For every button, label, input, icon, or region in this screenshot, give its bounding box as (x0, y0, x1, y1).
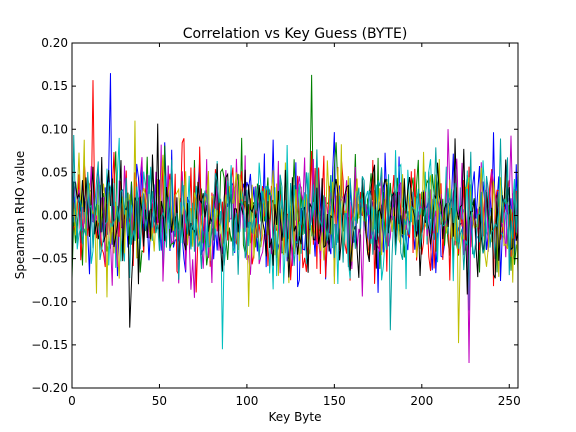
y-tick-label: −0.15 (31, 338, 68, 352)
x-tick-label: 100 (235, 394, 258, 408)
x-axis: 0 50 100 150 200 250 (68, 43, 521, 408)
y-tick-label: 0.00 (41, 209, 68, 223)
y-tick-label: 0.15 (41, 79, 68, 93)
series-line-8 (72, 135, 518, 331)
x-tick-label: 50 (152, 394, 167, 408)
y-tick-label: 0.05 (41, 165, 68, 179)
x-tick-label: 150 (323, 394, 346, 408)
x-tick-label: 0 (68, 394, 76, 408)
series-line-6 (72, 120, 518, 344)
y-tick-label: −0.05 (31, 252, 68, 266)
y-tick-label: −0.10 (31, 295, 68, 309)
x-tick-label: 200 (410, 394, 433, 408)
x-axis-label: Key Byte (269, 410, 322, 424)
y-tick-label: 0.20 (41, 36, 68, 50)
y-tick-label: −0.20 (31, 381, 68, 395)
x-tick-label: 250 (498, 394, 521, 408)
y-axis-label: Spearman RHO value (13, 151, 27, 280)
series-group (72, 73, 518, 363)
y-axis: −0.20 −0.15 −0.10 −0.05 0.00 0.05 0.10 0.15 0.20 (31, 36, 518, 395)
y-tick-label: 0.10 (41, 122, 68, 136)
chart-title: Correlation vs Key Guess (BYTE) (183, 26, 408, 42)
